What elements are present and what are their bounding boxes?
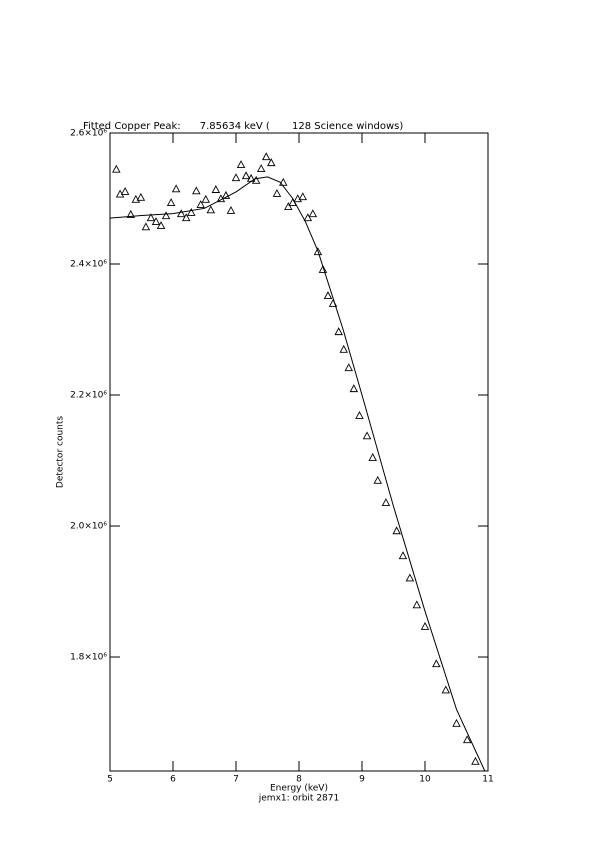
fit-line xyxy=(109,176,486,772)
data-point xyxy=(398,551,408,560)
data-point xyxy=(267,158,276,167)
data-point xyxy=(206,205,216,214)
data-point xyxy=(412,600,422,609)
data-point xyxy=(226,205,236,214)
data-point xyxy=(141,222,151,231)
data-point xyxy=(362,431,372,440)
data-point xyxy=(146,213,156,222)
data-point xyxy=(441,685,451,694)
data-point xyxy=(349,384,359,393)
data-point xyxy=(323,291,333,300)
data-point xyxy=(241,171,251,180)
data-point xyxy=(231,173,241,182)
data-point xyxy=(318,264,328,273)
data-point xyxy=(120,187,130,195)
y-tick-label: 1.8×10⁶ xyxy=(70,653,107,663)
data-point xyxy=(313,247,323,256)
x-tick-label: 5 xyxy=(107,775,113,785)
data-point xyxy=(221,190,231,199)
data-point xyxy=(272,188,282,197)
x-tick-label: 9 xyxy=(359,775,365,785)
data-point xyxy=(136,192,146,201)
data-point xyxy=(261,152,271,161)
y-tick-label: 2.4×10⁶ xyxy=(70,260,107,270)
data-point xyxy=(251,175,261,184)
data-point xyxy=(201,194,211,203)
data-point xyxy=(405,573,415,582)
data-point xyxy=(156,221,166,229)
data-point xyxy=(166,198,176,207)
data-point xyxy=(284,202,293,210)
data-point xyxy=(452,718,461,727)
y-tick-label: 2.2×10⁶ xyxy=(70,391,107,401)
data-point xyxy=(471,756,480,765)
chart-title: Fitted Copper Peak: 7.85634 keV ( 128 Sc… xyxy=(83,121,403,132)
data-point xyxy=(334,327,343,336)
data-point xyxy=(381,498,391,507)
x-tick-label: 7 xyxy=(233,775,239,785)
x-tick-label: 10 xyxy=(419,775,431,785)
data-point xyxy=(176,209,186,218)
data-point xyxy=(115,189,125,198)
data-point xyxy=(181,213,191,222)
data-point xyxy=(303,213,313,222)
data-point xyxy=(236,160,246,169)
y-tick-label: 2.0×10⁶ xyxy=(70,522,107,532)
plot-frame xyxy=(109,132,489,772)
data-point xyxy=(256,164,266,172)
data-point xyxy=(392,526,401,535)
data-point xyxy=(355,411,364,419)
y-axis-label: Detector counts xyxy=(56,416,66,488)
data-point xyxy=(126,209,136,218)
x-tick-label: 11 xyxy=(482,775,493,785)
data-point xyxy=(112,164,121,173)
data-point xyxy=(308,209,318,218)
data-point xyxy=(187,207,196,216)
data-point xyxy=(161,211,171,220)
data-point xyxy=(211,185,221,193)
data-point xyxy=(373,475,383,484)
data-point xyxy=(339,344,348,353)
data-point xyxy=(344,363,354,372)
data-point xyxy=(368,452,377,461)
data-point xyxy=(151,217,161,226)
x-tick-label: 8 xyxy=(296,775,302,785)
data-point xyxy=(432,659,441,668)
data-point xyxy=(171,184,181,193)
data-point xyxy=(278,177,288,186)
data-point xyxy=(462,735,472,744)
x-tick-label: 6 xyxy=(170,775,176,785)
x-axis-label: Energy (keV) xyxy=(270,784,328,794)
data-point xyxy=(192,186,201,195)
data-point xyxy=(420,621,430,630)
y-tick-label: 2.6×10⁶ xyxy=(70,129,107,139)
subtitle: jemx1: orbit 2871 xyxy=(258,794,339,804)
data-point xyxy=(298,192,308,201)
data-point xyxy=(196,200,205,209)
